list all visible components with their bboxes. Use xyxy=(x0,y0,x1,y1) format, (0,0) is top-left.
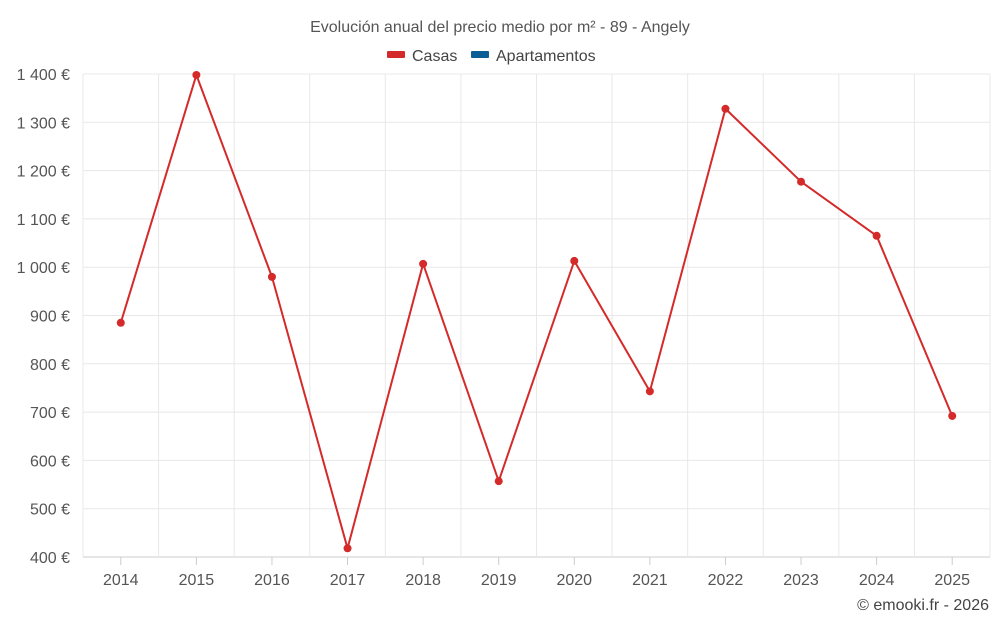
legend-item-apartamentos[interactable]: Apartamentos xyxy=(471,48,596,65)
y-tick-label: 700 € xyxy=(30,405,70,422)
x-tick-label: 2014 xyxy=(103,572,139,589)
data-point-casas-2021[interactable] xyxy=(645,387,654,396)
y-tick-label: 500 € xyxy=(30,502,70,519)
y-tick-label: 1 000 € xyxy=(17,260,70,277)
legend-label-apartamentos: Apartamentos xyxy=(496,48,596,65)
x-tick-label: 2022 xyxy=(708,572,744,589)
series-line-casas xyxy=(119,73,954,550)
data-point-casas-2023[interactable] xyxy=(797,177,806,186)
credit-text: © emooki.fr - 2026 xyxy=(857,597,989,614)
x-tick-label: 2015 xyxy=(179,572,215,589)
y-tick-label: 1 400 € xyxy=(17,67,70,84)
y-tick-label: 400 € xyxy=(30,550,70,567)
legend[interactable]: Casas Apartamentos xyxy=(387,48,596,65)
x-tick-label: 2019 xyxy=(481,572,517,589)
series-layer xyxy=(116,70,957,553)
x-tick-label: 2016 xyxy=(254,572,290,589)
x-tick-label: 2020 xyxy=(556,572,592,589)
data-point-casas-2017[interactable] xyxy=(343,544,352,553)
data-point-casas-2025[interactable] xyxy=(948,411,957,420)
legend-swatch-apartamentos xyxy=(471,51,489,58)
x-tick-label: 2024 xyxy=(859,572,895,589)
y-tick-label: 800 € xyxy=(30,357,70,374)
x-tick-label: 2023 xyxy=(783,572,819,589)
gridlines xyxy=(82,73,991,558)
legend-item-casas[interactable]: Casas xyxy=(387,48,457,65)
legend-label-casas: Casas xyxy=(412,48,457,65)
x-tick-label: 2017 xyxy=(330,572,366,589)
y-tick-label: 1 300 € xyxy=(17,115,70,132)
x-tick-label: 2025 xyxy=(934,572,970,589)
y-tick-label: 1 200 € xyxy=(17,164,70,181)
legend-swatch-casas xyxy=(387,51,405,58)
data-point-casas-2024[interactable] xyxy=(872,231,881,240)
y-tick-label: 600 € xyxy=(30,453,70,470)
data-point-casas-2015[interactable] xyxy=(192,70,201,79)
data-point-casas-2014[interactable] xyxy=(116,318,125,327)
data-point-casas-2019[interactable] xyxy=(494,477,503,486)
chart-title: Evolución anual del precio medio por m² … xyxy=(310,19,690,36)
y-tick-label: 1 100 € xyxy=(17,212,70,229)
data-point-casas-2022[interactable] xyxy=(721,104,730,113)
data-point-casas-2016[interactable] xyxy=(267,272,276,281)
y-axis-labels: 400 € 500 € 600 € 700 € 800 € 900 € 1 000 € 1 1… xyxy=(17,67,70,567)
data-point-casas-2018[interactable] xyxy=(419,259,428,268)
x-axis-labels: 2014 2015 2016 2017 2018 2019 2020 2021 2022 2023… xyxy=(103,557,970,589)
x-tick-label: 2018 xyxy=(405,572,441,589)
data-point-casas-2020[interactable] xyxy=(570,256,579,265)
y-tick-label: 900 € xyxy=(30,309,70,326)
x-tick-label: 2021 xyxy=(632,572,668,589)
